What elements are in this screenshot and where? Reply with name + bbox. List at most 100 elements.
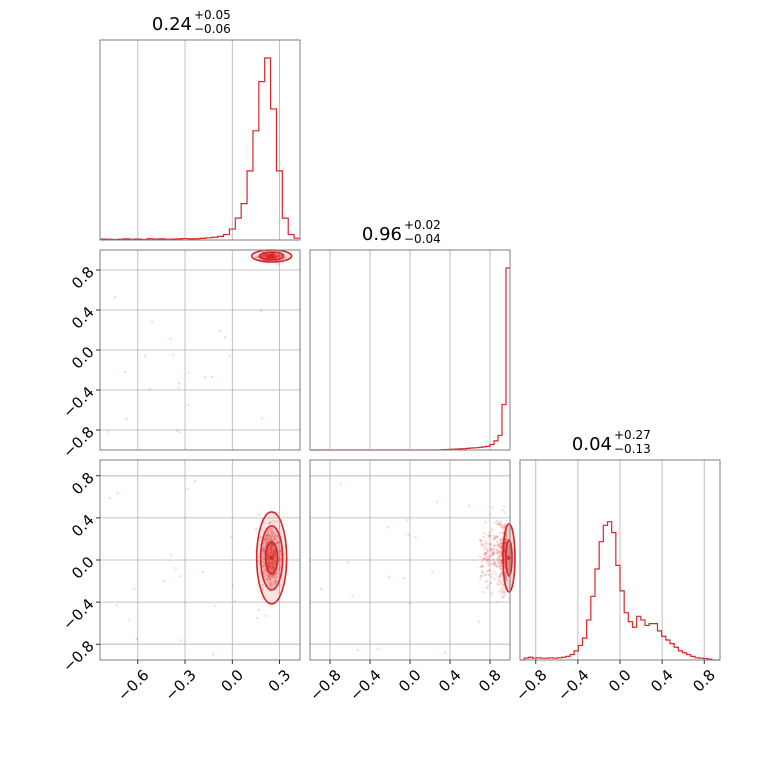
scatter-point xyxy=(274,582,277,586)
scatter-point xyxy=(504,541,507,544)
scatter-point xyxy=(499,567,503,571)
scatter-point xyxy=(262,255,265,258)
y-tick-label: −0.8 xyxy=(59,423,97,461)
scatter-point xyxy=(277,256,281,259)
scatter-point xyxy=(268,538,272,542)
scatter-point xyxy=(258,571,262,575)
scatter-point xyxy=(276,520,279,523)
scatter-point xyxy=(485,561,489,564)
scatter-point xyxy=(274,580,277,583)
scatter-point xyxy=(267,565,270,569)
panel-frame xyxy=(309,249,511,451)
y-tick-label: 0.4 xyxy=(68,303,98,333)
scatter-point xyxy=(265,537,268,540)
scatter-point xyxy=(263,253,266,256)
scatter-point xyxy=(258,513,261,516)
scatter-point xyxy=(499,566,502,570)
scatter-point xyxy=(484,573,488,577)
scatter-point xyxy=(273,573,276,576)
scatter-point xyxy=(488,568,491,572)
scatter-point xyxy=(483,532,486,535)
scatter-point xyxy=(269,520,272,524)
scatter-point xyxy=(135,637,139,641)
scatter-point xyxy=(503,505,506,508)
scatter-point xyxy=(266,255,269,259)
y-tick-label: −0.4 xyxy=(59,595,97,633)
scatter-point xyxy=(271,552,274,555)
scatter-point xyxy=(272,582,275,586)
x-tick-label: −0.4 xyxy=(554,666,592,704)
scatter-point xyxy=(270,545,273,548)
scatter-point xyxy=(500,523,504,527)
scatter-point xyxy=(272,554,275,557)
scatter-point xyxy=(269,535,273,539)
scatter-point xyxy=(276,263,279,266)
scatter-point xyxy=(266,554,269,557)
scatter-point xyxy=(264,537,268,541)
scatter-point xyxy=(479,574,483,578)
scatter-point xyxy=(266,256,270,260)
scatter-point xyxy=(496,540,499,543)
scatter-point xyxy=(203,375,207,379)
scatter-point xyxy=(272,567,275,571)
scatter-point xyxy=(503,523,507,526)
scatter-point xyxy=(266,256,269,259)
scatter-point xyxy=(478,539,482,542)
scatter-point xyxy=(279,254,283,258)
scatter-point xyxy=(276,254,280,258)
scatter-point xyxy=(493,544,496,547)
scatter-point xyxy=(492,563,496,567)
scatter-point xyxy=(267,536,270,540)
scatter-point xyxy=(275,256,278,260)
scatter-point xyxy=(498,558,502,562)
scatter-point xyxy=(488,569,491,573)
scatter-point xyxy=(267,558,270,562)
scatter-point xyxy=(490,575,493,578)
scatter-point xyxy=(498,573,501,577)
scatter-point xyxy=(174,566,178,570)
param-title-1: 0.24 +0.05−0.06 xyxy=(152,8,231,36)
scatter-point xyxy=(273,253,276,257)
scatter-point xyxy=(169,337,172,340)
scatter-point xyxy=(262,555,265,558)
scatter-point xyxy=(108,497,111,500)
scatter-point xyxy=(210,375,214,379)
scatter-point xyxy=(265,543,268,547)
scatter-point xyxy=(273,538,276,541)
scatter-point xyxy=(503,525,506,529)
scatter-point xyxy=(278,254,281,258)
scatter-point xyxy=(480,557,484,561)
scatter-point xyxy=(503,511,506,515)
x-tick-label: 0.0 xyxy=(217,666,247,696)
scatter-point xyxy=(261,564,264,567)
scatter-point xyxy=(480,565,483,568)
scatter-point xyxy=(260,254,263,258)
scatter-point xyxy=(272,548,275,551)
scatter-point xyxy=(230,535,233,538)
scatter-point xyxy=(501,536,504,540)
y-tick-label: 0.0 xyxy=(68,343,98,373)
x-tick-label: −0.8 xyxy=(512,666,550,704)
scatter-point xyxy=(500,526,503,529)
scatter-point xyxy=(262,254,266,258)
scatter-point xyxy=(269,568,273,572)
scatter-point xyxy=(272,565,275,568)
scatter-point xyxy=(273,537,277,541)
scatter-point xyxy=(272,562,276,565)
scatter-point xyxy=(270,561,274,565)
scatter-point xyxy=(500,546,503,550)
scatter-point xyxy=(273,561,277,564)
scatter-point xyxy=(483,557,487,561)
scatter-point xyxy=(497,544,500,547)
scatter-point xyxy=(267,254,270,257)
scatter-point xyxy=(273,563,277,566)
scatter-point xyxy=(269,537,272,540)
histogram-param-3 xyxy=(520,521,720,661)
scatter-point xyxy=(486,558,489,562)
scatter-point xyxy=(260,417,264,420)
scatter-point xyxy=(266,255,269,258)
scatter-point xyxy=(263,253,267,256)
scatter-point xyxy=(277,567,281,571)
scatter-point xyxy=(267,574,270,577)
scatter-point xyxy=(503,545,507,548)
